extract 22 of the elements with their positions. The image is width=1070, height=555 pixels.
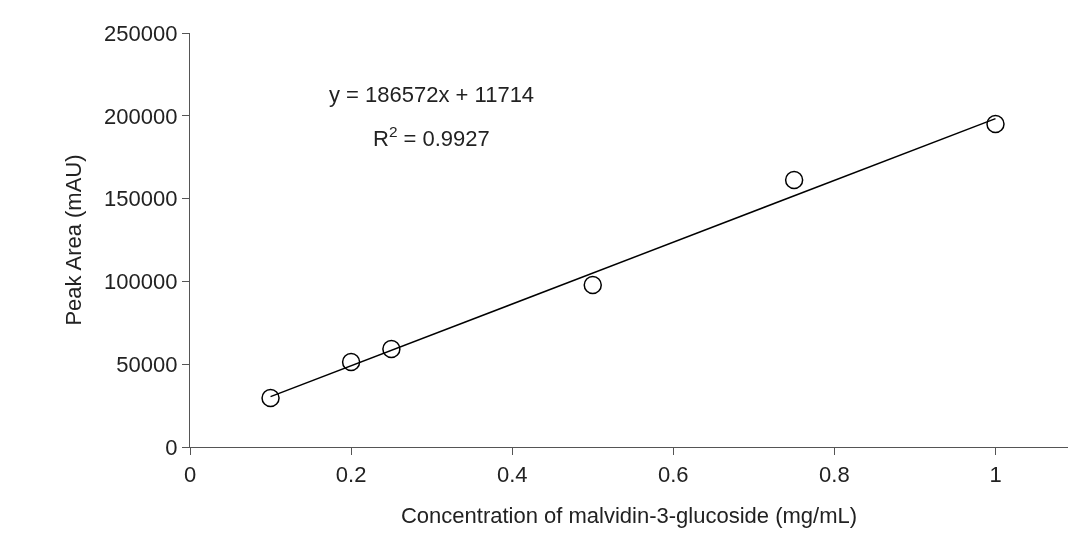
- y-axis-title: Peak Area (mAU): [60, 154, 86, 326]
- x-tick-label: 0.4: [496, 461, 528, 487]
- y-tick-label: 0: [165, 434, 178, 460]
- point: [382, 339, 401, 359]
- x-tick-label: 0.8: [819, 461, 850, 487]
- point: [784, 170, 804, 190]
- y-tick-label: 250000: [104, 20, 178, 46]
- y-tick-label: 50000: [116, 351, 178, 377]
- point: [986, 114, 1005, 134]
- x-tick-label: 1: [989, 461, 1002, 487]
- x-tick-label: 0: [183, 461, 197, 487]
- x-tick-label: 0.2: [335, 461, 367, 487]
- x-tick-label: 0.6: [658, 461, 689, 487]
- annotation: R$^{2}$ = 0.9927: [373, 123, 490, 152]
- point: [341, 352, 361, 372]
- point: [261, 388, 280, 408]
- annotation: y = 186572x + 11714: [329, 82, 535, 107]
- x-axis-title: Concentration of malvidin-3-glucoside (mg/mL): [400, 503, 858, 529]
- point: [583, 275, 602, 295]
- y-tick-label: 100000: [104, 269, 178, 295]
- y-tick-label: 200000: [104, 103, 178, 129]
- y-tick-label: 150000: [104, 186, 178, 212]
